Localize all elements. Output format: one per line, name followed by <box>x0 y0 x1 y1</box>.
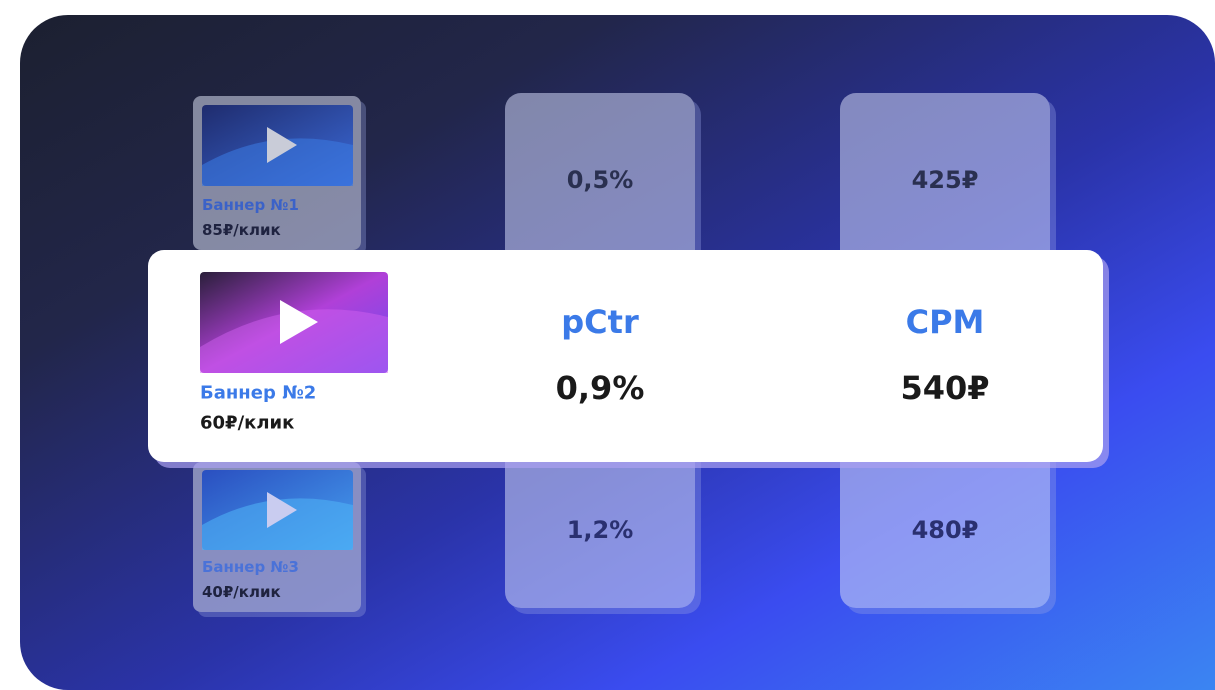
banner-price: 40₽/клик <box>202 583 281 601</box>
cpm-value: 425₽ <box>911 166 979 194</box>
thumbnail <box>200 272 388 373</box>
banner-price: 85₽/клик <box>202 221 281 239</box>
thumbnail <box>202 105 353 186</box>
pctr-value: 0,9% <box>555 369 645 407</box>
pctr-header: pCtr <box>561 303 639 341</box>
pctr-value: 0,5% <box>566 166 634 194</box>
cpm-header: CPM <box>905 303 985 341</box>
thumbnail <box>202 470 353 550</box>
cpm-value: 540₽ <box>900 369 990 407</box>
banner-name: Баннер №1 <box>202 196 299 214</box>
banner-price: 60₽/клик <box>200 412 295 434</box>
banner-name: Баннер №2 <box>200 382 317 404</box>
pctr-value: 1,2% <box>566 516 634 544</box>
cpm-value: 480₽ <box>911 516 979 544</box>
banner-name: Баннер №3 <box>202 558 299 576</box>
